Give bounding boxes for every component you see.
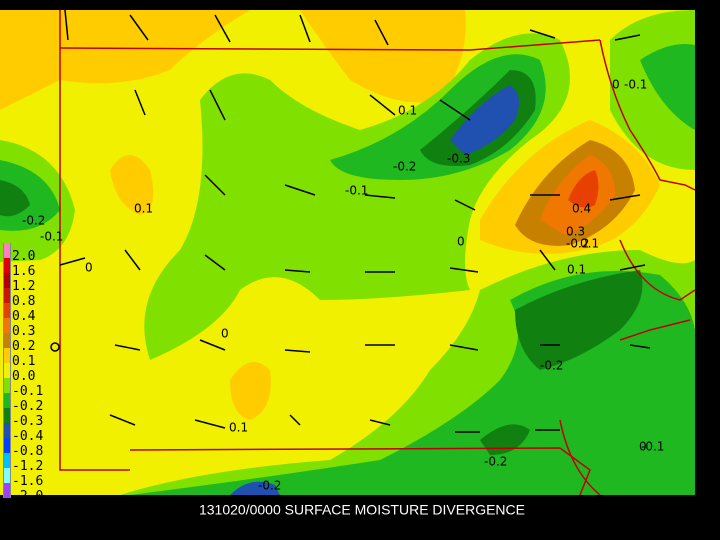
legend-swatch <box>4 468 10 483</box>
legend-swatch <box>4 303 10 318</box>
contour-label: -0.1 <box>40 230 63 244</box>
contour-label: -0.2 <box>22 214 45 228</box>
legend-label: 0.0 <box>12 369 35 384</box>
wind-barbs <box>59 9 651 433</box>
contour-label: 0.1 <box>398 104 417 118</box>
legend-label: -1.2 <box>12 459 43 474</box>
contour-label: -0.1 <box>624 78 647 92</box>
legend-label: 2.0 <box>12 249 35 264</box>
legend-label: -2.0 <box>12 489 43 504</box>
contour-label: -0.2 <box>484 455 507 469</box>
map-field <box>0 10 695 495</box>
legend-label: 0.2 <box>12 339 35 354</box>
state-borders <box>59 10 696 496</box>
contour-label: 0.1 <box>134 202 153 216</box>
contour-label: 0 <box>639 440 647 454</box>
legend-label: -0.1 <box>12 384 43 399</box>
contour-label: -0.3 <box>447 152 470 166</box>
contour-label: 0 <box>85 261 93 275</box>
legend: 2.01.61.20.80.40.30.20.10.0-0.1-0.2-0.3-… <box>3 243 60 504</box>
legend-swatch <box>4 258 10 273</box>
contour-label: -0.1 <box>345 184 368 198</box>
contour-label: -0.1 <box>641 440 664 454</box>
legend-label: 0.1 <box>12 354 35 369</box>
legend-swatch <box>4 363 10 378</box>
contour-label: 0.1 <box>229 421 248 435</box>
legend-swatch <box>4 423 10 438</box>
map-title: 131020/0000 SURFACE MOISTURE DIVERGENCE <box>199 502 525 518</box>
contour-label: 0.1 <box>567 263 586 277</box>
legend-swatch <box>4 288 10 303</box>
legend-swatch <box>4 378 10 393</box>
contour-labels: 0.1-0.2-0.3-0.10.1-0.2-0.1 00.40.3-0.20.1… <box>22 78 664 493</box>
legend-swatch <box>4 318 10 333</box>
station-marker <box>50 342 60 352</box>
legend-label: 1.6 <box>12 264 35 279</box>
legend-label: -0.8 <box>12 444 43 459</box>
contour-label: 0 <box>457 235 465 249</box>
legend-swatch <box>4 453 10 468</box>
legend-label: 1.2 <box>12 279 35 294</box>
legend-swatch <box>4 393 10 408</box>
legend-label: -0.2 <box>12 399 43 414</box>
contour-label: -0.2 <box>393 160 416 174</box>
legend-swatch <box>4 483 10 498</box>
legend-label: 0.8 <box>12 294 35 309</box>
legend-label: -1.6 <box>12 474 43 489</box>
legend-label: 0.4 <box>12 309 36 324</box>
legend-swatch <box>4 333 10 348</box>
legend-label: 0.3 <box>12 324 35 339</box>
contour-label: 0 <box>221 327 229 341</box>
legend-label: -0.3 <box>12 414 43 429</box>
legend-swatch <box>4 438 10 453</box>
contour-label: -0.2 <box>258 479 281 493</box>
contour-label: 0.1 <box>580 237 599 251</box>
legend-swatch <box>4 408 10 423</box>
contour-label: 0.3 <box>566 225 585 239</box>
legend-swatch <box>4 243 10 258</box>
legend-swatch <box>4 273 10 288</box>
contour-label: 0 <box>612 78 620 92</box>
contour-label: -0.2 <box>540 359 563 373</box>
legend-swatch <box>4 348 10 363</box>
contour-label: 0.4 <box>572 202 591 216</box>
legend-label: -0.4 <box>12 429 43 444</box>
contour-label: -0.2 <box>566 237 589 251</box>
